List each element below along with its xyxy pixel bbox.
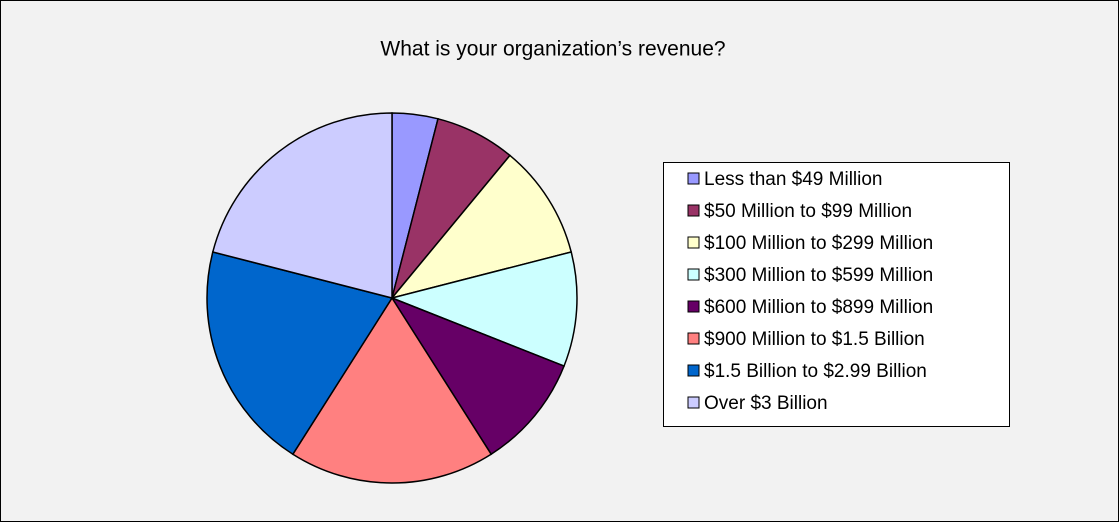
legend-label: $600 Million to $899 Million	[704, 297, 933, 318]
pie-slice	[206, 251, 394, 456]
legend-swatch	[687, 172, 700, 185]
legend-label: $900 Million to $1.5 Billion	[704, 329, 925, 350]
pie-slice	[291, 296, 493, 484]
legend-label: Less than $49 Million	[704, 169, 883, 190]
legend-swatch	[687, 332, 700, 345]
legend-label: $300 Million to $599 Million	[704, 265, 933, 286]
legend-label: $1.5 Billion to $2.99 Billion	[704, 361, 927, 382]
legend-swatch	[687, 268, 700, 281]
legend-swatch	[687, 236, 700, 249]
legend-label: Over $3 Billion	[704, 393, 828, 414]
legend-swatch	[687, 396, 700, 409]
legend-label: $50 Million to $99 Million	[704, 201, 912, 222]
legend-swatch	[687, 364, 700, 377]
pie-slice	[389, 154, 573, 300]
legend-box	[663, 162, 1010, 427]
legend-swatch	[687, 204, 700, 217]
legend-swatch	[687, 300, 700, 313]
chart-title: What is your organization’s revenue?	[380, 38, 725, 61]
pie-slice	[389, 251, 578, 368]
pie-slice	[390, 296, 565, 456]
pie-slice	[211, 112, 393, 299]
legend-label: $100 Million to $299 Million	[704, 233, 933, 254]
